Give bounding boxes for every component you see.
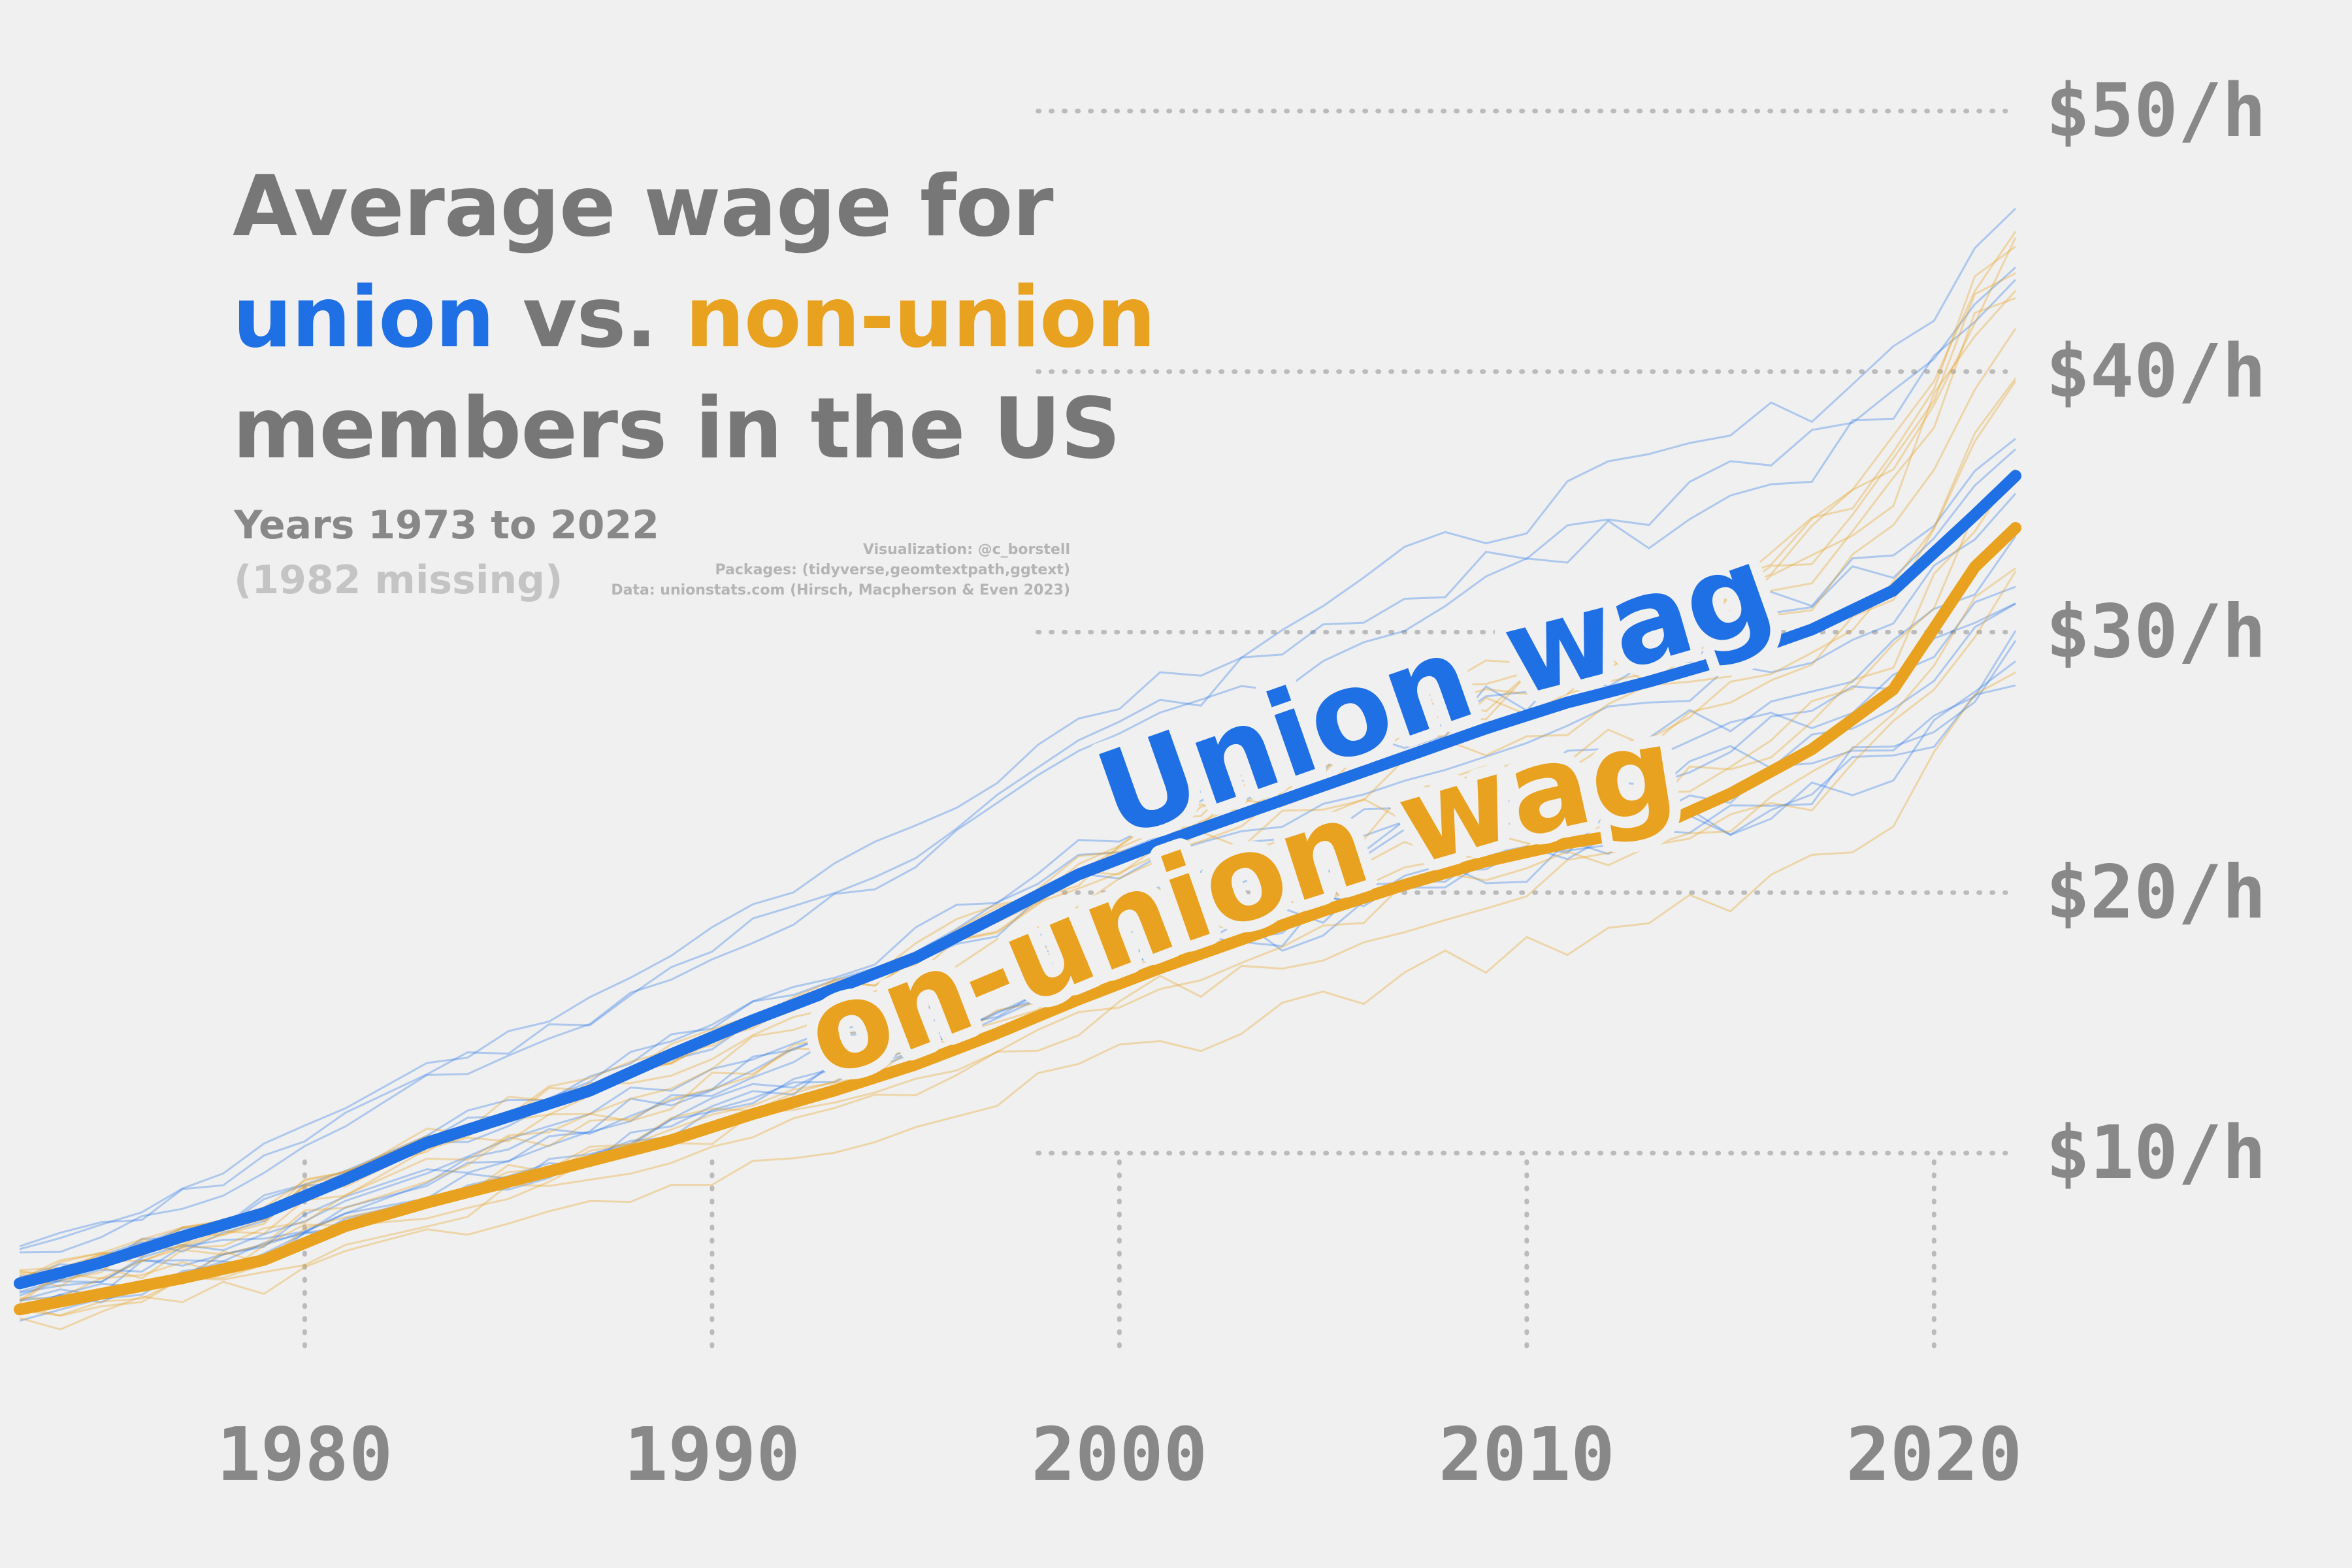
background-line	[19, 602, 2016, 1301]
background-line	[19, 289, 2017, 1282]
x-tick-label-2000: 2000	[1032, 1413, 1208, 1497]
subtitle-missing-note: (1982 missing)	[234, 557, 563, 603]
title-line-1: Average wage for	[233, 158, 1054, 255]
x-tick-label-2020: 2020	[1846, 1413, 2022, 1497]
background-line	[19, 380, 2017, 1304]
union-series-line	[14, 470, 2021, 1290]
background-line	[19, 237, 2017, 1288]
title-union-word: union	[233, 269, 495, 367]
background-line	[19, 602, 2016, 1297]
background-line	[19, 570, 2017, 1317]
background-line	[19, 297, 2016, 1274]
background-line	[19, 438, 2016, 1277]
background-line	[19, 378, 2017, 1301]
y-tick-label-50: $50/h	[2046, 69, 2266, 154]
x-tick-label-1980: 1980	[217, 1413, 393, 1497]
background-line	[19, 671, 2016, 1331]
y-axis-tick-labels: $10/h $20/h $30/h $40/h $50/h	[2046, 69, 2266, 1196]
background-line	[19, 468, 2017, 1300]
title-vs-word: vs.	[494, 269, 685, 367]
chart-title: Average wage for union vs. non-union mem…	[233, 152, 1156, 485]
background-line	[19, 630, 2017, 1301]
title-nonunion-word: non-union	[685, 269, 1156, 367]
credit-data-source: Data: unionstats.com (Hirsch, Macpherson…	[611, 582, 1070, 598]
background-line	[19, 279, 2017, 1254]
chart-subtitle: Years 1973 to 2022 (1982 missing)	[234, 498, 659, 608]
y-tick-label-40: $40/h	[2046, 329, 2266, 414]
background-line	[19, 535, 2017, 1284]
background-line	[19, 328, 2017, 1288]
y-tick-label-20: $20/h	[2046, 850, 2266, 935]
chart-credits: Visualization: @c_borstell Packages: (ti…	[611, 540, 1070, 600]
subtitle-years: Years 1973 to 2022	[234, 502, 659, 548]
title-line-2: union vs. non-union	[233, 263, 1156, 374]
background-line	[19, 585, 2016, 1294]
y-tick-label-10: $10/h	[2046, 1111, 2266, 1196]
grid-lines	[302, 108, 2008, 1348]
x-tick-label-2010: 2010	[1439, 1413, 1615, 1497]
title-line-3: members in the US	[233, 380, 1120, 478]
background-line	[19, 208, 2017, 1250]
x-axis-tick-labels: 1980 1990 2000 2010 2020	[217, 1413, 2023, 1497]
credit-packages: Packages: (tidyverse,geomtextpath,ggtext…	[715, 562, 1070, 578]
y-tick-label-30: $30/h	[2046, 590, 2266, 675]
credit-visualization: Visualization: @c_borstell	[862, 542, 1070, 558]
series-lines	[14, 470, 2021, 1316]
background-line	[19, 267, 2017, 1248]
x-tick-label-1990: 1990	[624, 1413, 800, 1497]
nonunion-series-line	[14, 522, 2021, 1316]
